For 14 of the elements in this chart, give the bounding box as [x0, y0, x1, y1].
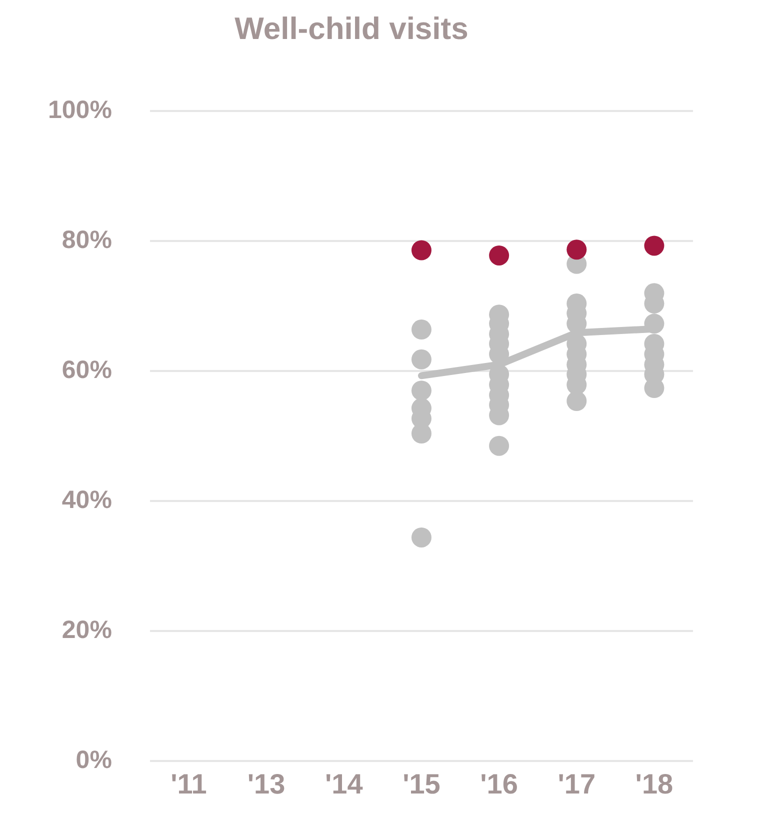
y-tick-label: 100%	[48, 96, 112, 124]
x-tick-label: '16	[480, 768, 518, 800]
y-tick-label: 20%	[62, 616, 112, 644]
x-tick-label: '13	[247, 768, 286, 800]
x-tick-label: '11	[170, 768, 207, 800]
y-tick-label: 0%	[76, 746, 112, 774]
x-tick-label: '15	[402, 768, 440, 800]
chart-title: Well-child visits	[234, 11, 468, 46]
x-tick-label: '14	[324, 768, 364, 800]
x-tick-label: '17	[558, 768, 596, 800]
y-tick-label: 80%	[62, 226, 112, 254]
x-tick-label: '18	[635, 768, 674, 800]
y-tick-label: 40%	[62, 486, 112, 514]
y-tick-label: 60%	[62, 356, 112, 384]
